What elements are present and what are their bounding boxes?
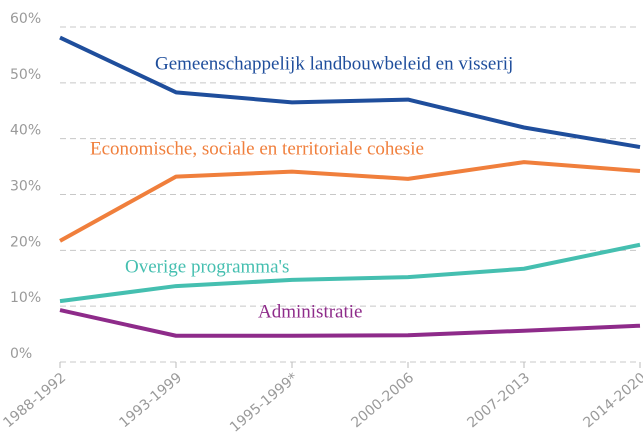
series-line <box>59 160 641 243</box>
x-tick-label: 2007-2013 <box>464 370 533 431</box>
y-tick-label: 10% <box>10 290 41 306</box>
y-tick-label: 60% <box>10 11 41 27</box>
series-label: Gemeenschappelijk landbouwbeleid en viss… <box>155 53 513 74</box>
series-label: Administratie <box>258 301 362 322</box>
x-tick-label: 2014-2020 <box>580 370 643 431</box>
series-line <box>59 308 641 338</box>
x-tick-label: 1988-1992 <box>0 370 69 431</box>
y-tick-label: 50% <box>10 67 41 83</box>
x-tick-label: 1993-1999 <box>116 370 185 431</box>
y-tick-label: 30% <box>10 179 41 195</box>
y-tick-label: 20% <box>10 234 41 250</box>
x-tick-label: 1995-1999* <box>227 370 301 436</box>
y-tick-label: 40% <box>10 123 41 139</box>
series-line <box>59 35 641 150</box>
y-tick-label: 0% <box>10 346 32 362</box>
series-label: Economische, sociale en territoriale coh… <box>90 138 424 159</box>
series-line <box>59 242 641 304</box>
x-tick-label: 2000-2006 <box>348 370 417 431</box>
series-label: Overige programma's <box>125 256 289 277</box>
